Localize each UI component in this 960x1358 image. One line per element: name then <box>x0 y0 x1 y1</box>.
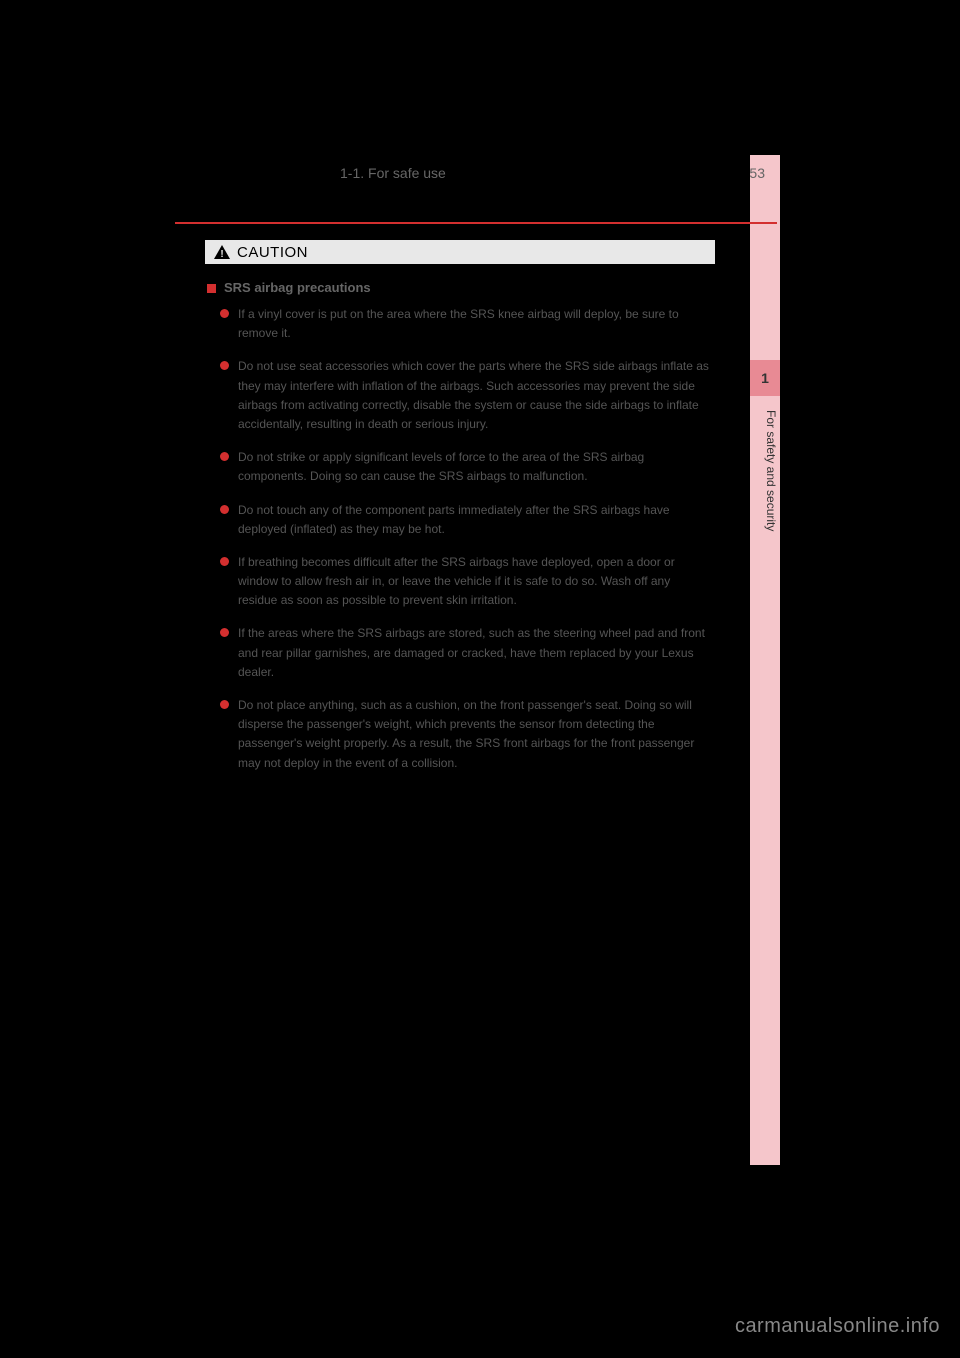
watermark: carmanualsonline.info <box>735 1315 940 1338</box>
section-title: 1-1. For safe use <box>340 165 446 181</box>
bullet-icon <box>220 309 229 318</box>
caution-label: CAUTION <box>237 244 308 261</box>
bullet-text: Do not use seat accessories which cover … <box>238 359 709 431</box>
bullet-text: If the areas where the SRS airbags are s… <box>238 626 705 678</box>
list-item: Do not place anything, such as a cushion… <box>220 696 710 773</box>
sidebar-chapter-number: 1 <box>761 370 769 386</box>
list-item: If the areas where the SRS airbags are s… <box>220 624 710 682</box>
bullet-text: Do not touch any of the component parts … <box>238 503 670 536</box>
bullet-icon <box>220 452 229 461</box>
section-marker <box>207 284 216 293</box>
caution-header: ! CAUTION <box>205 240 715 264</box>
bullet-text: If a vinyl cover is put on the area wher… <box>238 307 679 340</box>
page-number: 53 <box>749 165 765 181</box>
list-item: If breathing becomes difficult after the… <box>220 553 710 611</box>
bullet-icon <box>220 361 229 370</box>
bullet-text: Do not strike or apply significant level… <box>238 450 644 483</box>
bullet-icon <box>220 505 229 514</box>
sidebar-tab <box>750 155 780 1165</box>
bullet-icon <box>220 557 229 566</box>
section-heading: SRS airbag precautions <box>224 280 371 295</box>
red-divider <box>175 222 777 224</box>
bullet-list: If a vinyl cover is put on the area wher… <box>220 305 710 787</box>
list-item: Do not strike or apply significant level… <box>220 448 710 486</box>
bullet-icon <box>220 700 229 709</box>
bullet-text: If breathing becomes difficult after the… <box>238 555 675 607</box>
list-item: If a vinyl cover is put on the area wher… <box>220 305 710 343</box>
bullet-text: Do not place anything, such as a cushion… <box>238 698 694 770</box>
bullet-icon <box>220 628 229 637</box>
sidebar-label: For safety and security <box>752 410 778 531</box>
svg-text:!: ! <box>220 249 223 260</box>
sidebar-chapter-marker: 1 <box>750 360 780 396</box>
list-item: Do not use seat accessories which cover … <box>220 357 710 434</box>
warning-icon: ! <box>213 244 231 260</box>
list-item: Do not touch any of the component parts … <box>220 501 710 539</box>
